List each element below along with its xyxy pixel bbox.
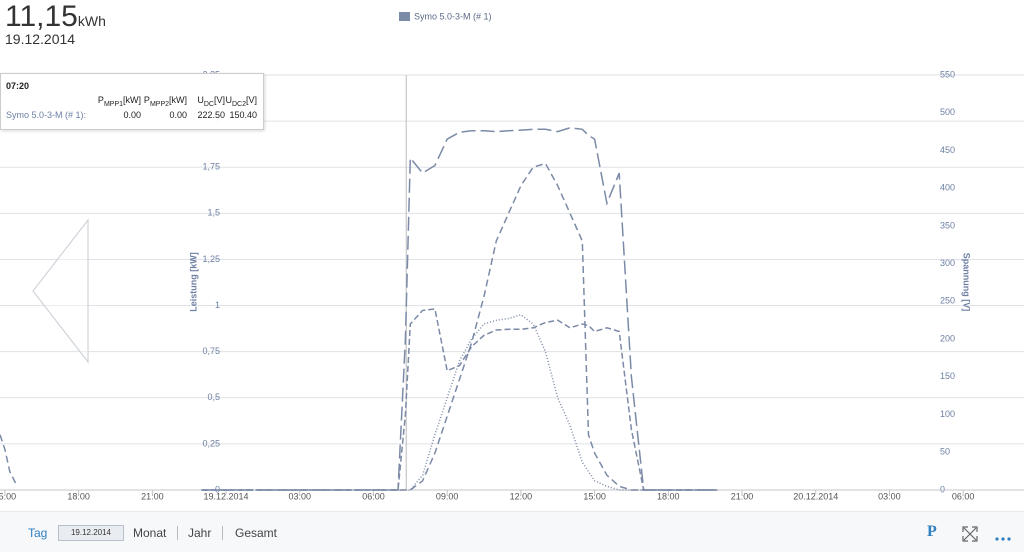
x-tick-label: 20.12.2014 bbox=[793, 491, 838, 501]
y2-tick-label: 0 bbox=[940, 484, 945, 494]
column-symbol: U bbox=[197, 95, 204, 105]
y2-tick-label: 100 bbox=[940, 409, 955, 419]
y-tick-label: 1,75 bbox=[202, 162, 220, 172]
prev-arrow[interactable] bbox=[32, 218, 89, 364]
column-unit: [V] bbox=[245, 95, 257, 105]
energy-total: 11,15kWh bbox=[5, 0, 106, 34]
x-tick-label: 03:00 bbox=[288, 491, 311, 501]
x-tick-label: 09:00 bbox=[436, 491, 459, 501]
tooltip-row-name: Symo 5.0-3-M (# 1): bbox=[6, 110, 87, 120]
y-axis-title: Leistung [kW] bbox=[188, 252, 198, 312]
legend-label[interactable]: Symo 5.0-3-M (# 1) bbox=[414, 11, 492, 21]
x-tick-label: 12:00 bbox=[510, 491, 533, 501]
column-subscript: DC2 bbox=[231, 100, 246, 108]
y-tick-label: 0,5 bbox=[207, 392, 220, 402]
energy-unit: kWh bbox=[77, 13, 106, 29]
column-subscript: MPP2 bbox=[149, 100, 169, 108]
column-subscript: DC bbox=[203, 100, 214, 108]
x-tick-label: 18:00 bbox=[657, 491, 680, 501]
series-line bbox=[201, 127, 718, 491]
y2-tick-label: 250 bbox=[940, 296, 955, 306]
legend-swatch bbox=[399, 12, 410, 21]
toolbar: Tag 19.12.2014 Monat Jahr Gesamt P bbox=[0, 511, 1024, 552]
p-button[interactable]: P bbox=[927, 523, 937, 540]
tooltip-value: 0.00 bbox=[169, 110, 187, 120]
x-tick-label: 21:00 bbox=[141, 491, 164, 501]
column-unit: [kW] bbox=[123, 95, 141, 105]
tooltip-column: UDC2[V] bbox=[225, 95, 257, 108]
x-tick-label: 18:00 bbox=[67, 491, 90, 501]
column-symbol: U bbox=[225, 95, 232, 105]
y2-tick-label: 400 bbox=[940, 183, 955, 193]
y2-tick-label: 500 bbox=[940, 107, 955, 117]
tab[interactable]: Tag bbox=[28, 526, 48, 540]
tooltip-value: 150.40 bbox=[229, 110, 257, 120]
y2-tick-label: 200 bbox=[940, 333, 955, 343]
date: 19.12.2014 bbox=[5, 31, 76, 47]
x-tick-label: 19.12.2014 bbox=[204, 491, 249, 501]
tooltip-column: PMPP2[kW] bbox=[144, 95, 187, 108]
column-subscript: MPP1 bbox=[103, 100, 123, 108]
tooltip-column: UDC[V] bbox=[197, 95, 225, 108]
column-symbol: P bbox=[97, 95, 104, 105]
tooltip-time: 07:20 bbox=[6, 81, 30, 91]
y2-axis-title: Spannung [V] bbox=[962, 253, 972, 312]
plot: 00,250,50,7511,251,51,7522,2505010015020… bbox=[0, 69, 1024, 501]
y2-tick-label: 150 bbox=[940, 371, 955, 381]
y2-tick-label: 450 bbox=[940, 145, 955, 155]
y-tick-label: 1,25 bbox=[202, 254, 220, 264]
y2-tick-label: 50 bbox=[940, 447, 950, 457]
x-tick-label: 06:00 bbox=[952, 491, 975, 501]
more-icon[interactable] bbox=[994, 536, 1014, 542]
y-tick-label: 1,5 bbox=[207, 208, 220, 218]
tooltip: 07:20 Symo 5.0-3-M (# 1): PMPP1[kW] PMPP2… bbox=[0, 73, 264, 130]
column-unit: [V] bbox=[213, 95, 225, 105]
date-picker[interactable]: 19.12.2014 bbox=[58, 525, 124, 541]
series-line bbox=[201, 313, 718, 491]
x-tick-label: 15:00 bbox=[0, 491, 16, 501]
series-line bbox=[0, 162, 718, 491]
x-tick-label: 06:00 bbox=[362, 491, 385, 501]
chart: 00,250,50,7511,251,51,7522,2505010015020… bbox=[0, 11, 1024, 501]
x-tick-label: 15:00 bbox=[583, 491, 606, 501]
y-tick-label: 0,75 bbox=[202, 346, 220, 356]
column-unit: [kW] bbox=[169, 95, 187, 105]
y-tick-label: 1 bbox=[215, 300, 220, 310]
column-symbol: P bbox=[143, 95, 150, 105]
tab[interactable]: Monat bbox=[133, 526, 167, 540]
x-tick-label: 21:00 bbox=[731, 491, 754, 501]
expand-icon[interactable] bbox=[962, 526, 978, 542]
separator bbox=[177, 526, 178, 540]
energy-value: 11,15 bbox=[5, 0, 78, 33]
x-tick-label: 03:00 bbox=[878, 491, 901, 501]
separator bbox=[222, 526, 223, 540]
tab[interactable]: Gesamt bbox=[235, 526, 278, 540]
tooltip-column: PMPP1[kW] bbox=[98, 95, 141, 108]
y2-tick-label: 350 bbox=[940, 220, 955, 230]
series-line bbox=[201, 308, 718, 491]
y2-tick-label: 550 bbox=[940, 69, 955, 79]
tooltip-value: 0.00 bbox=[123, 110, 141, 120]
y-tick-label: 0,25 bbox=[202, 438, 220, 448]
tooltip-value: 222.50 bbox=[197, 110, 225, 120]
y2-tick-label: 300 bbox=[940, 258, 955, 268]
tab[interactable]: Jahr bbox=[188, 526, 212, 540]
